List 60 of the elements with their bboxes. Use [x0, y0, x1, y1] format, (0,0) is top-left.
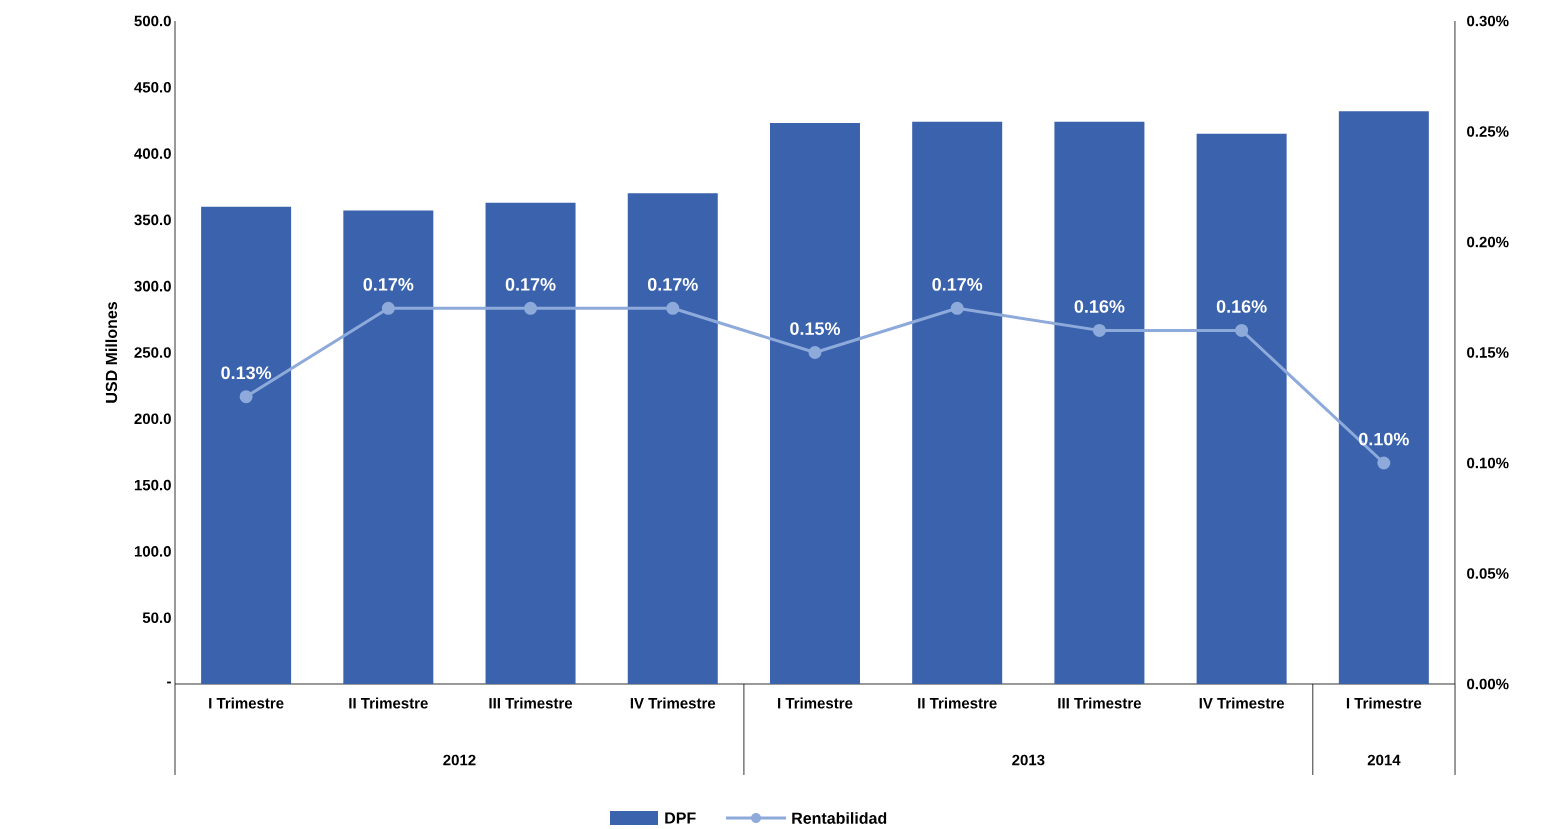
point: [1377, 456, 1391, 470]
y-tick-label: 400.0: [134, 148, 171, 159]
data-label: 0.17%: [932, 278, 983, 291]
legend-label: DPF: [665, 812, 696, 824]
bar: [201, 206, 292, 684]
y-tick-label: 300.0: [134, 280, 171, 292]
bar: [485, 202, 576, 684]
y2-tick-label: 0.05%: [1467, 568, 1509, 579]
bar: [1196, 133, 1287, 684]
data-label: 0.13%: [221, 366, 272, 380]
data-label: 0.16%: [1216, 300, 1267, 313]
x-tick-label: I Trimestre: [209, 697, 284, 709]
data-label: 0.17%: [647, 278, 698, 291]
data-label: 0.15%: [790, 322, 841, 335]
y2-tick-label: 0.25%: [1467, 126, 1509, 137]
data-label: 0.17%: [505, 278, 556, 291]
bar: [912, 121, 1003, 684]
y-tick-label: 100.0: [134, 546, 171, 557]
point: [1235, 323, 1249, 337]
y-axis-title: USD Millones: [105, 302, 118, 403]
x-tick-label: I Trimestre: [1346, 697, 1422, 709]
bar: [343, 210, 434, 684]
x-tick-label: IV Trimestre: [1199, 697, 1285, 709]
x-tick-label: III Trimestre: [1058, 697, 1141, 709]
y-tick-label: 450.0: [134, 81, 171, 93]
data-label: 0.17%: [363, 278, 414, 291]
y-tick-label: 500.0: [134, 15, 171, 27]
data-label: 0.16%: [1074, 300, 1125, 313]
bar: [769, 123, 860, 684]
point: [666, 301, 680, 315]
y-tick-label: 200.0: [134, 413, 171, 425]
text: 2012: [443, 754, 476, 766]
x-tick-label: I Trimestre: [778, 697, 853, 709]
data-label: 0.10%: [1359, 432, 1409, 446]
y2-tick-label: 0.30%: [1467, 15, 1509, 27]
text: 2013: [1012, 754, 1045, 766]
bar: [1338, 111, 1429, 684]
point: [950, 301, 964, 315]
legend-label: Rentabilidad: [792, 812, 887, 824]
point: [1092, 323, 1106, 337]
bar: [1054, 121, 1145, 684]
y-tick-label: 50.0: [142, 612, 171, 623]
x-tick-label: IV Trimestre: [630, 697, 716, 709]
x-tick-label: III Trimestre: [489, 697, 573, 709]
text: 2014: [1367, 754, 1401, 766]
y2-tick-label: 0.00%: [1467, 678, 1509, 690]
x-tick-label: II Trimestre: [349, 697, 428, 709]
point: [239, 390, 253, 404]
point: [524, 301, 538, 315]
y-tick-label: 350.0: [134, 214, 171, 226]
y2-tick-label: 0.10%: [1467, 457, 1509, 469]
point: [381, 301, 395, 315]
y-tick-label: 150.0: [134, 479, 171, 491]
bar: [627, 193, 718, 684]
y2-tick-label: 0.20%: [1467, 236, 1509, 248]
point: [808, 345, 822, 359]
y-tick-label: -: [167, 681, 171, 684]
y2-tick-label: 0.15%: [1467, 347, 1509, 358]
x-tick-label: II Trimestre: [918, 697, 997, 709]
y-tick-label: 250.0: [134, 347, 171, 358]
